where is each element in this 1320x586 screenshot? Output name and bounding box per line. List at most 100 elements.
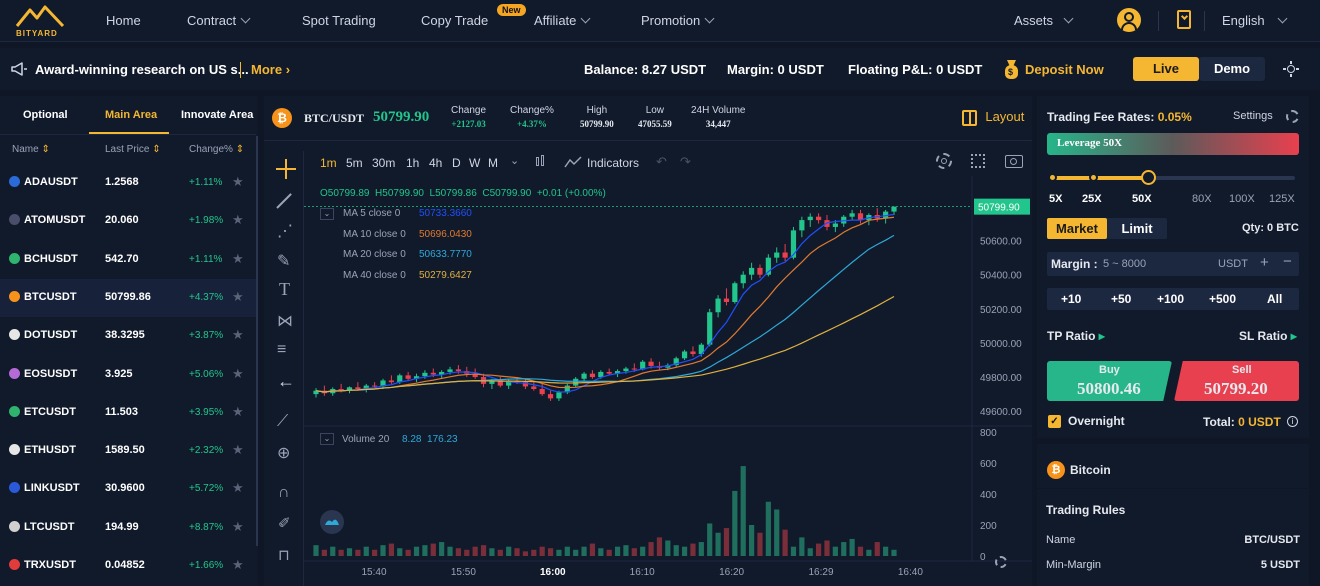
crosshair-icon[interactable]: [276, 159, 296, 179]
nav-promotion[interactable]: Promotion: [641, 13, 715, 28]
star-icon[interactable]: ★: [232, 480, 244, 496]
sell-button[interactable]: Sell 50799.20: [1174, 361, 1299, 401]
interval-30m[interactable]: 30m: [372, 156, 396, 170]
list-item[interactable]: EOSUSDT 3.925 +5.06% ★: [0, 356, 256, 394]
leverage-slider-handle[interactable]: [1140, 170, 1156, 185]
sort-last-price[interactable]: Last Price ⇕: [105, 144, 161, 155]
tp-ratio-toggle[interactable]: TP Ratio ▸: [1047, 329, 1105, 343]
logo[interactable]: BITYARD: [14, 4, 66, 38]
candle-type-icon[interactable]: [534, 154, 546, 170]
quick-amount-button[interactable]: All: [1267, 292, 1283, 306]
star-icon[interactable]: ★: [232, 327, 244, 343]
price-chart[interactable]: 50800.0050600.0050400.0050200.0050000.00…: [304, 176, 1032, 586]
star-icon[interactable]: ★: [232, 212, 244, 228]
star-icon[interactable]: ★: [232, 403, 244, 419]
scrollbar[interactable]: [256, 136, 258, 546]
pattern-icon[interactable]: ⋈: [277, 313, 293, 330]
lock-drawings-icon[interactable]: ✐: [278, 515, 291, 532]
list-item[interactable]: ETCUSDT 11.503 +3.95% ★: [0, 394, 256, 432]
interval-W[interactable]: W: [469, 156, 481, 170]
overnight-checkbox[interactable]: ✓: [1048, 415, 1061, 428]
leverage-step[interactable]: 80X: [1192, 193, 1212, 205]
tab-main-area[interactable]: Main Area: [105, 109, 158, 121]
collapse-legend-icon[interactable]: ⌄: [320, 208, 334, 220]
sort-change[interactable]: Change% ⇕: [189, 144, 244, 155]
list-item[interactable]: TRXUSDT 0.04852 +1.66% ★: [0, 547, 256, 585]
nav-spot-trading[interactable]: Spot Trading: [302, 13, 376, 28]
magnet-icon[interactable]: ∩: [278, 484, 290, 501]
ruler-icon[interactable]: ⟋: [277, 413, 289, 430]
sort-name[interactable]: Name ⇕: [12, 144, 50, 155]
star-icon[interactable]: ★: [232, 518, 244, 534]
zoom-in-icon[interactable]: ⊕: [277, 445, 291, 462]
interval-1h[interactable]: 1h: [406, 156, 420, 170]
increment-icon[interactable]: +: [1260, 254, 1269, 271]
decrement-icon[interactable]: −: [1283, 253, 1292, 270]
limit-tab[interactable]: Limit: [1121, 221, 1153, 236]
interval-1m[interactable]: 1m: [320, 156, 337, 170]
demo-mode-button[interactable]: Demo: [1199, 57, 1265, 81]
layout-button[interactable]: Layout: [962, 109, 1024, 126]
interval-M[interactable]: M: [488, 156, 498, 170]
undo-icon[interactable]: ↶: [656, 154, 667, 169]
text-tool-icon[interactable]: T: [279, 279, 290, 299]
list-item[interactable]: ATOMUSDT 20.060 +1.98% ★: [0, 202, 256, 240]
buy-button[interactable]: Buy 50800.46: [1047, 361, 1172, 401]
leverage-step[interactable]: 100X: [1229, 193, 1255, 205]
indicators-icon[interactable]: [564, 155, 582, 169]
sl-ratio-toggle[interactable]: SL Ratio ▸: [1239, 329, 1297, 343]
redo-icon[interactable]: ↷: [680, 154, 691, 169]
back-arrow-icon[interactable]: ←: [277, 371, 295, 391]
fib-icon[interactable]: ⋰: [277, 223, 293, 240]
nav-assets[interactable]: Assets: [1014, 13, 1074, 28]
star-icon[interactable]: ★: [232, 288, 244, 304]
nav-copy-trade[interactable]: Copy Trade: [421, 13, 489, 28]
nav-affiliate[interactable]: Affiliate: [534, 13, 591, 28]
settings-gear-icon[interactable]: [1286, 110, 1299, 123]
list-item[interactable]: ADAUSDT 1.2568 +1.11% ★: [0, 164, 256, 202]
leverage-step[interactable]: 50X: [1132, 193, 1152, 205]
margin-input[interactable]: 5 ~ 8000: [1103, 258, 1147, 270]
star-icon[interactable]: ★: [232, 250, 244, 266]
list-item[interactable]: BCHUSDT 542.70 +1.11% ★: [0, 241, 256, 279]
info-icon[interactable]: i: [1287, 416, 1298, 427]
announcement-text[interactable]: Award-winning research on US s...: [35, 62, 249, 77]
star-icon[interactable]: ★: [232, 365, 244, 381]
user-avatar-icon[interactable]: [1117, 8, 1141, 32]
theme-toggle-icon[interactable]: [1283, 61, 1299, 77]
language-selector[interactable]: English: [1222, 13, 1288, 28]
more-link[interactable]: More ›: [251, 62, 290, 77]
interval-5m[interactable]: 5m: [346, 156, 363, 170]
margin-input-box[interactable]: Margin : 5 ~ 8000 USDT + −: [1047, 252, 1299, 276]
star-icon[interactable]: ★: [232, 174, 244, 189]
list-item[interactable]: BTCUSDT 50799.86 +4.37% ★: [0, 278, 256, 317]
leverage-step[interactable]: 5X: [1049, 193, 1063, 205]
camera-icon[interactable]: [1005, 155, 1023, 168]
indicators-button[interactable]: Indicators: [587, 156, 640, 170]
trend-line-icon[interactable]: [276, 193, 292, 209]
nav-contract[interactable]: Contract: [187, 13, 251, 28]
nav-home[interactable]: Home: [106, 13, 141, 28]
quick-amount-button[interactable]: +50: [1111, 292, 1132, 306]
list-item[interactable]: ETHUSDT 1589.50 +2.32% ★: [0, 432, 256, 470]
list-item[interactable]: LTCUSDT 194.99 +8.87% ★: [0, 509, 256, 547]
interval-D[interactable]: D: [452, 156, 461, 170]
deposit-now-link[interactable]: Deposit Now: [1025, 62, 1104, 77]
unlock-icon[interactable]: ⊓: [278, 547, 290, 564]
interval-4h[interactable]: 4h: [429, 156, 443, 170]
settings-link[interactable]: Settings: [1233, 110, 1273, 122]
market-tab[interactable]: Market: [1047, 218, 1107, 239]
live-mode-button[interactable]: Live: [1133, 57, 1199, 81]
list-item[interactable]: LINKUSDT 30.9600 +5.72% ★: [0, 470, 256, 508]
list-item[interactable]: DOTUSDT 38.3295 +3.87% ★: [0, 317, 256, 355]
measure-icon[interactable]: ≡: [277, 341, 287, 358]
quick-amount-button[interactable]: +10: [1061, 292, 1082, 306]
brush-icon[interactable]: ✎: [277, 253, 291, 270]
leverage-slider-track[interactable]: [1051, 176, 1295, 180]
download-icon[interactable]: [1177, 10, 1191, 29]
quick-amount-button[interactable]: +500: [1209, 292, 1237, 306]
collapse-volume-icon[interactable]: ⌄: [320, 433, 334, 445]
fullscreen-icon[interactable]: [971, 154, 985, 168]
chevron-down-icon[interactable]: ⌄: [510, 155, 520, 167]
tab-innovate-area[interactable]: Innovate Area: [181, 109, 254, 121]
